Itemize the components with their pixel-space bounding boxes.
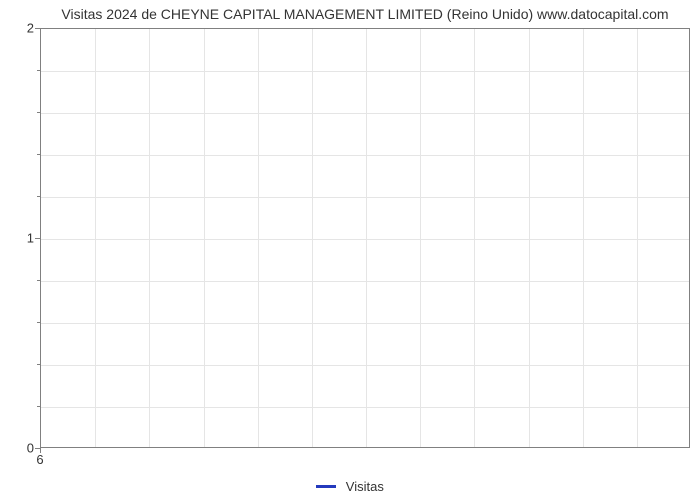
y-minor-tick xyxy=(37,406,40,407)
grid-line-vertical xyxy=(637,29,638,447)
grid-line-vertical xyxy=(529,29,530,447)
grid-line-vertical xyxy=(583,29,584,447)
x-tick-label: 6 xyxy=(36,452,43,467)
grid-line-horizontal xyxy=(41,407,689,408)
grid-line-vertical xyxy=(95,29,96,447)
grid-line-horizontal xyxy=(41,197,689,198)
grid-line-horizontal xyxy=(41,323,689,324)
grid-line-horizontal xyxy=(41,71,689,72)
y-minor-tick xyxy=(37,70,40,71)
legend-swatch-visitas xyxy=(316,485,336,488)
legend-label-visitas: Visitas xyxy=(346,479,384,494)
y-minor-tick xyxy=(37,364,40,365)
y-major-tick xyxy=(35,238,40,239)
y-tick-label: 2 xyxy=(4,21,34,36)
y-major-tick xyxy=(35,28,40,29)
grid-line-vertical xyxy=(474,29,475,447)
grid-line-horizontal xyxy=(41,281,689,282)
grid-line-vertical xyxy=(312,29,313,447)
chart-legend: Visitas xyxy=(0,478,700,494)
plot-area xyxy=(40,28,690,448)
grid-line-vertical xyxy=(149,29,150,447)
grid-line-horizontal xyxy=(41,155,689,156)
grid-line-horizontal xyxy=(41,365,689,366)
y-minor-tick xyxy=(37,112,40,113)
grid-line-vertical xyxy=(420,29,421,447)
grid-line-vertical xyxy=(258,29,259,447)
y-minor-tick xyxy=(37,154,40,155)
y-minor-tick xyxy=(37,322,40,323)
y-minor-tick xyxy=(37,280,40,281)
chart-title: Visitas 2024 de CHEYNE CAPITAL MANAGEMEN… xyxy=(40,6,690,22)
grid-line-vertical xyxy=(204,29,205,447)
visits-chart: Visitas 2024 de CHEYNE CAPITAL MANAGEMEN… xyxy=(0,0,700,500)
grid-line-vertical xyxy=(366,29,367,447)
y-tick-label: 0 xyxy=(4,441,34,456)
y-minor-tick xyxy=(37,196,40,197)
grid-line-horizontal xyxy=(41,113,689,114)
y-tick-label: 1 xyxy=(4,231,34,246)
grid-line-horizontal xyxy=(41,239,689,240)
